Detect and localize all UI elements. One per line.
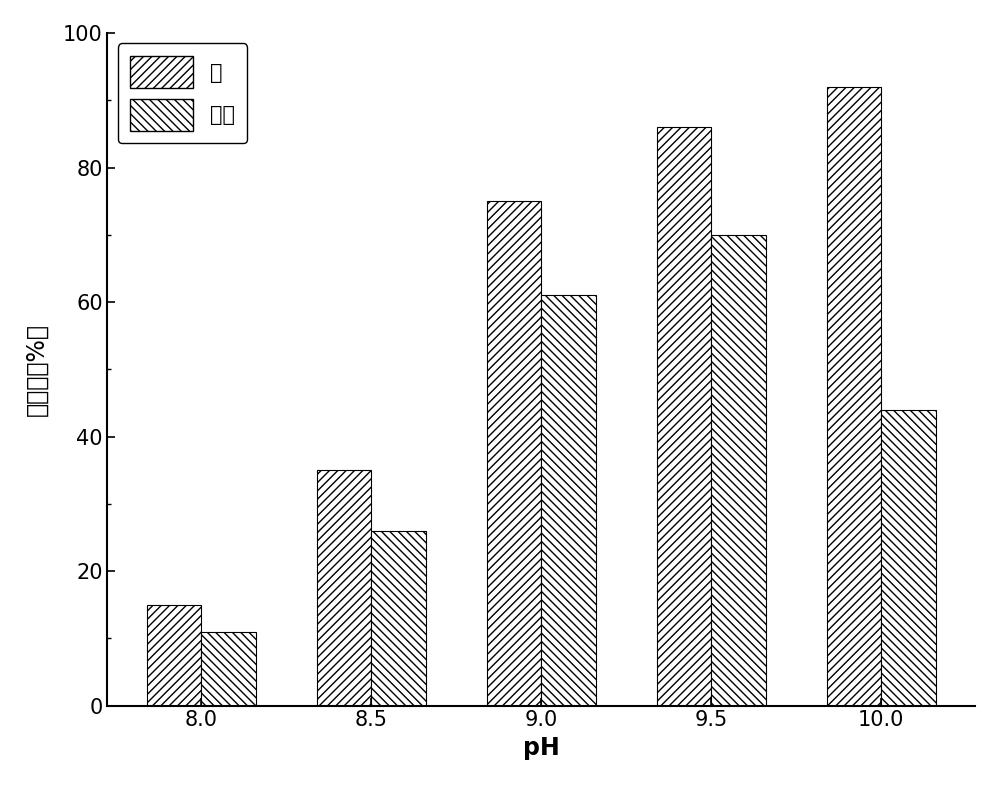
Y-axis label: 去除率（%）: 去除率（%） <box>25 323 49 416</box>
Bar <box>317 470 371 706</box>
Bar <box>147 604 201 706</box>
Bar <box>711 235 766 706</box>
X-axis label: pH: pH <box>523 736 560 760</box>
Bar <box>487 201 541 706</box>
Bar <box>881 410 936 706</box>
Bar <box>657 127 711 706</box>
Bar <box>541 295 596 706</box>
Bar <box>201 632 256 706</box>
Legend: 磷, 氨氮: 磷, 氨氮 <box>118 43 247 143</box>
Bar <box>371 531 426 706</box>
Bar <box>827 87 881 706</box>
